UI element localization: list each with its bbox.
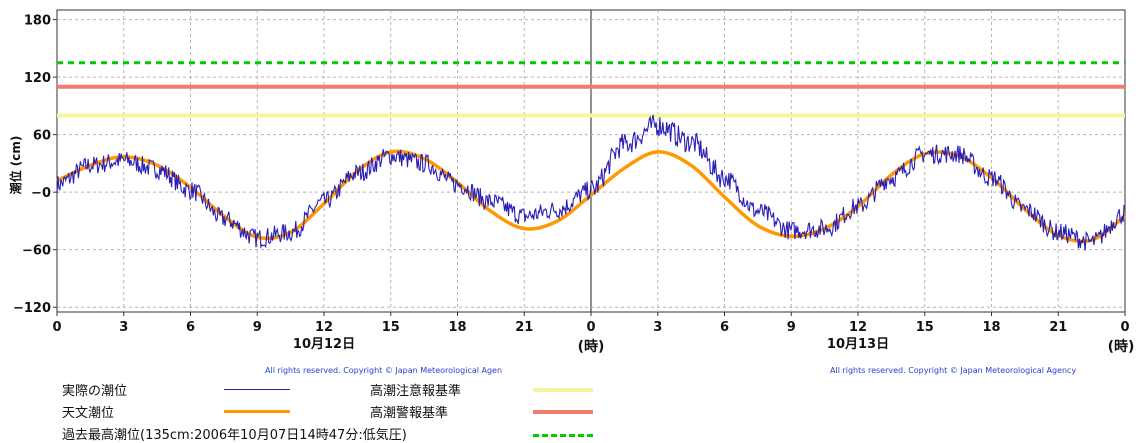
day-label: 10月13日 xyxy=(827,337,889,352)
copyright-left: All rights reserved. Copyright © Japan M… xyxy=(265,366,503,375)
x-tick-label: 3 xyxy=(119,320,128,335)
x-tick-label: 0 xyxy=(1120,320,1129,335)
legend-astronomical-line xyxy=(224,410,290,413)
hour-unit-label: (時) xyxy=(578,338,605,355)
legend-record-label: 過去最高潮位(135cm:2006年10月07日14時47分:低気圧) xyxy=(62,428,407,443)
day-label: 10月12日 xyxy=(293,337,355,352)
x-tick-label: 21 xyxy=(1049,320,1067,335)
observed-tide-line xyxy=(56,114,1126,251)
x-tick-label: 12 xyxy=(315,320,333,335)
x-tick-label: 18 xyxy=(982,320,1000,335)
y-tick-label: −60 xyxy=(22,244,51,259)
x-tick-label: 21 xyxy=(515,320,533,335)
threshold-lines xyxy=(57,61,1125,118)
legend-observed-line xyxy=(224,389,290,390)
x-tick-label: 9 xyxy=(253,320,262,335)
y-tick-label: 180 xyxy=(24,14,51,29)
legend-astronomical-label: 天文潮位 xyxy=(62,406,115,421)
legend-advisory-line xyxy=(533,388,593,392)
series-lines xyxy=(56,114,1127,251)
x-tick-label: 9 xyxy=(787,320,796,335)
x-tick-label: 12 xyxy=(849,320,867,335)
copyright-right: All rights reserved. Copyright © Japan M… xyxy=(830,366,1077,375)
legend-observed-label: 実際の潮位 xyxy=(62,384,128,399)
x-tick-label: 3 xyxy=(653,320,662,335)
legend-advisory-label: 高潮注意報基準 xyxy=(370,384,462,399)
x-tick-label: 6 xyxy=(186,320,195,335)
legend-record-line xyxy=(533,434,593,437)
axes: 0 3 6 9 12 15 18 21 0 3 6 9 12 15 18 21 0 180 120 60 −0 −60 −1… xyxy=(13,14,1134,355)
legend: 実際の潮位 天文潮位 過去最高潮位(135cm:2006年10月07日14時47… xyxy=(0,378,620,443)
legend-warning-line xyxy=(533,410,593,414)
x-tick-label: 0 xyxy=(586,320,595,335)
y-tick-label: −0 xyxy=(31,186,51,201)
legend-warning-label: 高潮警報基準 xyxy=(370,406,449,421)
x-tick-label: 15 xyxy=(916,320,934,335)
tide-chart: 0 3 6 9 12 15 18 21 0 3 6 9 12 15 18 21 0 180 120 60 −0 −60 −1… xyxy=(8,9,1134,355)
y-tick-label: −120 xyxy=(13,301,51,316)
y-axis-label: 潮位 (cm) xyxy=(8,136,23,195)
x-tick-label: 18 xyxy=(448,320,466,335)
hour-unit-label: (時) xyxy=(1108,338,1135,355)
x-tick-label: 15 xyxy=(382,320,400,335)
y-tick-label: 60 xyxy=(33,129,51,144)
x-tick-label: 6 xyxy=(720,320,729,335)
x-tick-label: 0 xyxy=(52,320,61,335)
y-tick-label: 120 xyxy=(24,71,51,86)
grid-lines xyxy=(56,9,1126,313)
